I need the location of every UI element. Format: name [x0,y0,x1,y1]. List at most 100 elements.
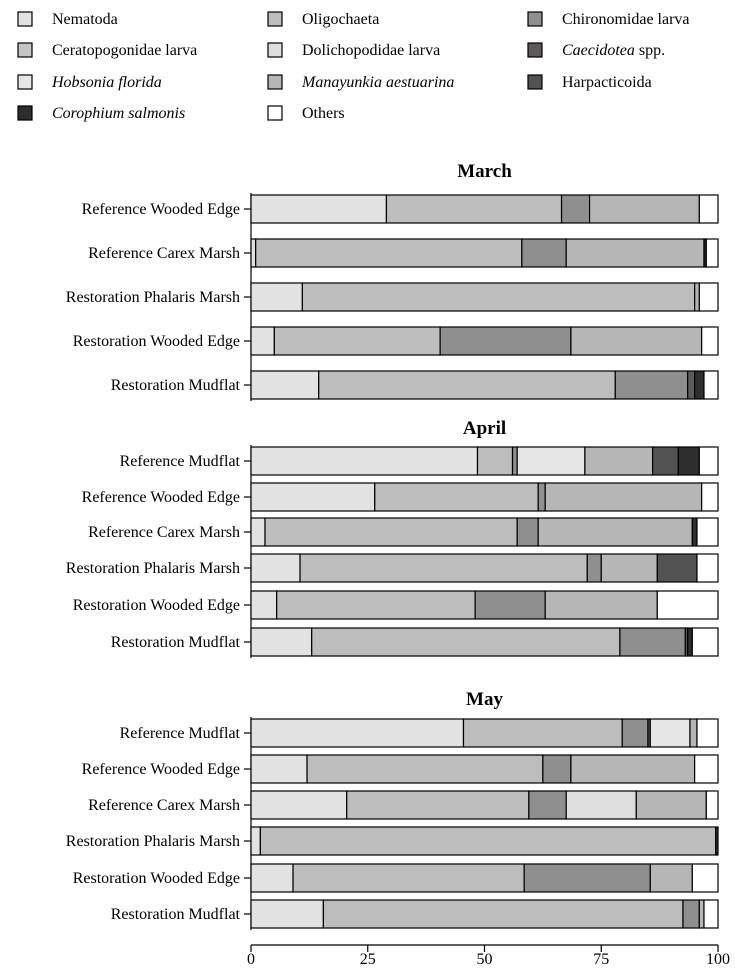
bar-segment-others [701,326,719,356]
category-label: Reference Carex Marsh [88,524,240,541]
x-tick-label: 50 [477,951,493,968]
bar-segment-others [696,718,719,748]
legend-swatch [267,11,283,27]
bar-segment-corophium-salmonis [715,826,719,856]
category-label: Restoration Phalaris Marsh [66,833,240,850]
bar-segment-others [705,790,719,820]
category-label: Reference Carex Marsh [88,245,240,262]
bar-reference-wooded-edge: Reference Wooded Edge [82,194,719,224]
legend-item-manayunkia-aestuarina: Manayunkia aestuarina [267,74,454,91]
bar-segment-manayunkia-aestuarina [544,482,703,512]
bar-segment-others [698,282,719,312]
category-label: Reference Wooded Edge [82,489,240,506]
bar-segment-nematoda [250,194,388,224]
panel-title: April [463,418,506,439]
legend-label: Corophium salmonis [52,105,185,122]
bar-segment-nematoda [250,899,324,929]
bar-segment-chironomidae-larva [511,446,518,476]
bar-segment-manayunkia-aestuarina [588,194,700,224]
category-label: Restoration Mudflat [111,906,241,923]
bar-restoration-mudflat: Restoration Mudflat [111,627,719,657]
bar-segment-manayunkia-aestuarina [649,863,693,893]
bar-segment-oligochaeta [273,326,441,356]
bar-segment-nematoda [250,238,257,268]
bar-segment-oligochaeta [462,718,623,748]
category-label: Restoration Wooded Edge [73,870,240,887]
legend-swatch [267,74,283,90]
bar-restoration-wooded-edge: Restoration Wooded Edge [73,863,719,893]
bar-segment-oligochaeta [306,754,544,784]
bar-segment-chironomidae-larva [614,370,689,400]
bar-segment-nematoda [250,446,479,476]
category-label: Restoration Phalaris Marsh [66,560,240,577]
bar-segment-oligochaeta [318,370,616,400]
bar-segment-nematoda [250,370,320,400]
bar-segment-others [701,482,719,512]
bar-segment-corophium-salmonis [677,446,700,476]
x-tick-label: 100 [706,951,730,968]
bar-segment-chironomidae-larva [528,790,567,820]
bar-segment-chironomidae-larva [474,590,546,620]
category-label: Reference Wooded Edge [82,201,240,218]
legend-label: Nematoda [52,11,118,28]
legend-label: Others [302,105,345,122]
legend-swatch [267,105,283,121]
legend-label: Oligochaeta [302,11,379,28]
x-tick-label: 0 [247,951,255,968]
category-label: Restoration Phalaris Marsh [66,289,240,306]
legend: Nematoda Oligochaeta Chironomidae larva Cer… [17,11,690,122]
x-tick-label: 75 [593,951,609,968]
panel-march: March Reference Wooded Edge Reference Care… [66,161,719,401]
bar-segment-oligochaeta [311,627,621,657]
bar-segment-chironomidae-larva [619,627,686,657]
bar-segment-corophium-salmonis [687,627,693,657]
legend-item-ceratopogonidae-larva: Ceratopogonidae larva [17,42,197,59]
legend-swatch [527,11,543,27]
panel-april: April Reference Mudflat Reference Wooded E… [66,418,719,658]
legend-label: Ceratopogonidae larva [52,42,197,59]
bar-segment-manayunkia-aestuarina [565,238,705,268]
bar-segment-others [656,590,719,620]
bar-segment-nematoda [250,627,313,657]
category-label: Reference Mudflat [120,725,241,742]
bar-segment-chironomidae-larva [439,326,572,356]
bar-reference-carex-marsh: Reference Carex Marsh [88,517,719,547]
bar-segment-manayunkia-aestuarina [600,553,658,583]
legend-item-harpacticoida: Harpacticoida [527,74,652,91]
bar-segment-harpacticoida [652,446,679,476]
bar-segment-manayunkia-aestuarina [570,326,703,356]
bar-segment-oligochaeta [301,282,696,312]
category-label: Restoration Wooded Edge [73,597,240,614]
legend-swatch [17,11,33,27]
legend-swatch [17,42,33,58]
bar-restoration-wooded-edge: Restoration Wooded Edge [73,326,719,356]
bar-reference-carex-marsh: Reference Carex Marsh [88,790,719,820]
bar-segment-others [703,370,719,400]
bar-segment-chironomidae-larva [542,754,572,784]
bar-segment-oligochaeta [299,553,588,583]
bar-restoration-mudflat: Restoration Mudflat [111,899,719,929]
legend-swatch [267,42,283,58]
bar-segment-oligochaeta [264,517,518,547]
bar-segment-chironomidae-larva [516,517,539,547]
bar-segment-nematoda [250,517,266,547]
bar-restoration-phalaris-marsh: Restoration Phalaris Marsh [66,826,719,856]
category-label: Restoration Mudflat [111,634,241,651]
category-label: Restoration Mudflat [111,377,241,394]
bar-segment-nematoda [250,718,465,748]
bar-segment-corophium-salmonis [691,517,698,547]
legend-item-chironomidae-larva: Chironomidae larva [527,11,690,28]
bar-segment-manayunkia-aestuarina [635,790,707,820]
bar-segment-others [696,517,719,547]
bar-segment-hobsonia-florida [516,446,586,476]
bar-segment-nematoda [250,754,308,784]
bar-segment-chironomidae-larva [537,482,546,512]
bar-segment-others [691,627,719,657]
bar-segment-others [703,899,719,929]
bar-segment-oligochaeta [385,194,563,224]
bar-segment-nematoda [250,790,348,820]
bar-segment-manayunkia-aestuarina [584,446,654,476]
bar-restoration-phalaris-marsh: Restoration Phalaris Marsh [66,282,719,312]
bar-segment-oligochaeta [259,826,717,856]
